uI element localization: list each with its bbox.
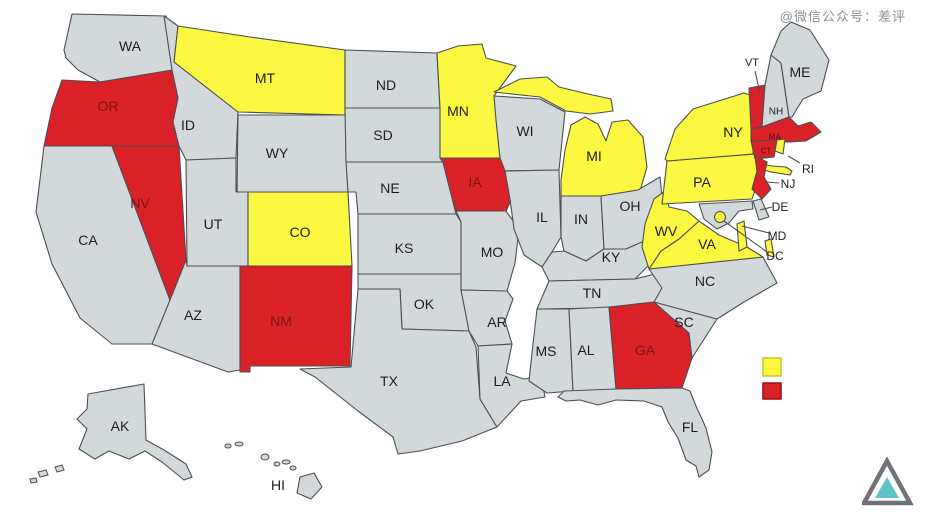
state-label-oh: OH (620, 198, 641, 214)
state-label-wi: WI (516, 123, 533, 139)
state-label-fl: FL (682, 419, 699, 435)
state-label-tn: TN (583, 285, 602, 301)
state-label-ak: AK (111, 418, 130, 434)
state-mn (436, 43, 517, 159)
callout-label-dc: DC (766, 249, 784, 263)
state-label-mt: MT (255, 70, 276, 86)
state-label-nm: NM (270, 313, 292, 329)
state-mi-up (493, 76, 614, 115)
state-ak (76, 383, 193, 481)
state-nj (751, 155, 772, 200)
state-ar (460, 289, 514, 347)
state-label-ca: CA (78, 232, 98, 248)
state-label-nh: NH (769, 107, 783, 118)
state-in (560, 195, 605, 262)
island-ellipse-1 (234, 441, 244, 447)
state-ct (750, 139, 778, 160)
state-label-az: AZ (184, 307, 202, 323)
callout-line-nj (765, 181, 780, 184)
state-label-in: IN (574, 211, 588, 227)
state-tx (299, 288, 498, 455)
island-ellipse-3 (273, 461, 281, 467)
callout-line-de (759, 206, 773, 211)
state-label-ky: KY (602, 249, 621, 265)
island-1 (54, 464, 65, 473)
state-hi (296, 472, 323, 500)
state-label-me: ME (790, 64, 811, 80)
state-dc (713, 210, 727, 224)
state-nm (239, 265, 353, 373)
state-label-id: ID (181, 117, 195, 133)
island-ellipse-2 (260, 453, 270, 461)
state-label-ia: IA (468, 174, 482, 190)
callout-label-nj: NJ (781, 177, 796, 191)
state-label-ut: UT (204, 216, 223, 232)
state-mi (560, 116, 648, 197)
state-label-la: LA (493, 373, 511, 389)
island-ellipse-5 (289, 465, 297, 471)
island-2 (29, 477, 38, 484)
state-ne (345, 161, 457, 215)
state-label-mn: MN (447, 103, 469, 119)
state-label-hi: HI (271, 477, 285, 493)
state-label-ny: NY (723, 124, 743, 140)
state-label-al: AL (577, 342, 594, 358)
island-ellipse-0 (224, 443, 232, 449)
state-label-tx: TX (380, 373, 399, 389)
legend-swatch-yellow (762, 357, 782, 377)
state-label-sc: SC (674, 314, 693, 330)
state-ri (774, 138, 786, 155)
watermark-text: @微信公众号：差评 (779, 9, 906, 24)
state-sd (344, 107, 444, 163)
state-label-ct: CT (761, 147, 772, 156)
callout-line-dc (723, 220, 768, 253)
callout-label-de: DE (772, 200, 789, 214)
callout-label-md: MD (768, 229, 787, 243)
callout-label-vt: VT (745, 57, 759, 69)
state-nc (648, 256, 778, 320)
state-me (770, 21, 830, 118)
island-0 (37, 469, 49, 478)
state-label-ms: MS (536, 343, 557, 359)
state-label-mo: MO (481, 244, 504, 260)
state-label-mi: MI (586, 148, 602, 164)
state-fl (557, 387, 713, 478)
callout-line-vt (754, 70, 761, 94)
logo-triangle-icon (860, 456, 914, 507)
legend-swatch-red (762, 382, 782, 400)
state-label-pa: PA (693, 174, 711, 190)
state-label-ma: MA (769, 133, 782, 142)
logo-outer-triangle (860, 456, 914, 506)
state-label-ne: NE (380, 180, 399, 196)
state-label-ga: GA (635, 342, 656, 358)
state-label-sd: SD (373, 127, 392, 143)
state-md (698, 200, 754, 230)
state-label-ok: OK (414, 296, 435, 312)
state-label-nv: NV (130, 195, 150, 211)
state-label-nd: ND (376, 77, 396, 93)
state-md-shore (736, 220, 748, 252)
state-label-ks: KS (395, 240, 414, 256)
state-label-va: VA (698, 236, 716, 252)
island-ellipse-4 (281, 459, 291, 465)
callout-line-md (741, 225, 770, 234)
state-label-co: CO (290, 224, 311, 240)
state-label-or: OR (98, 98, 119, 114)
state-label-wy: WY (266, 145, 289, 161)
callout-line-ri (787, 155, 801, 164)
callout-label-ri: RI (802, 162, 814, 176)
state-label-il: IL (536, 209, 548, 225)
state-wy (236, 114, 349, 193)
logo-inner-triangle (875, 477, 899, 498)
state-label-wv: WV (655, 223, 678, 239)
state-label-wa: WA (119, 38, 142, 54)
state-va-shore (764, 238, 775, 258)
state-label-ar: AR (487, 314, 506, 330)
state-label-nc: NC (695, 273, 715, 289)
